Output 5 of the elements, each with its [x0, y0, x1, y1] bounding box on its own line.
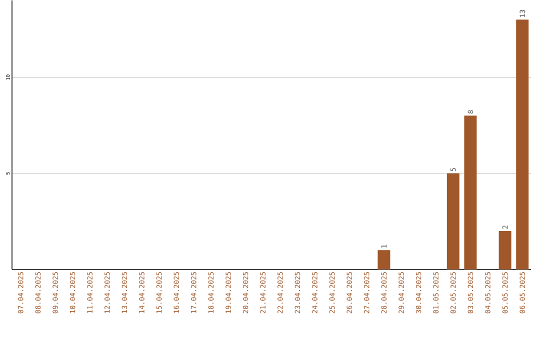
bar — [464, 115, 477, 270]
bar — [516, 19, 529, 270]
bar — [446, 173, 460, 270]
bar — [498, 230, 512, 270]
bar — [378, 250, 390, 270]
